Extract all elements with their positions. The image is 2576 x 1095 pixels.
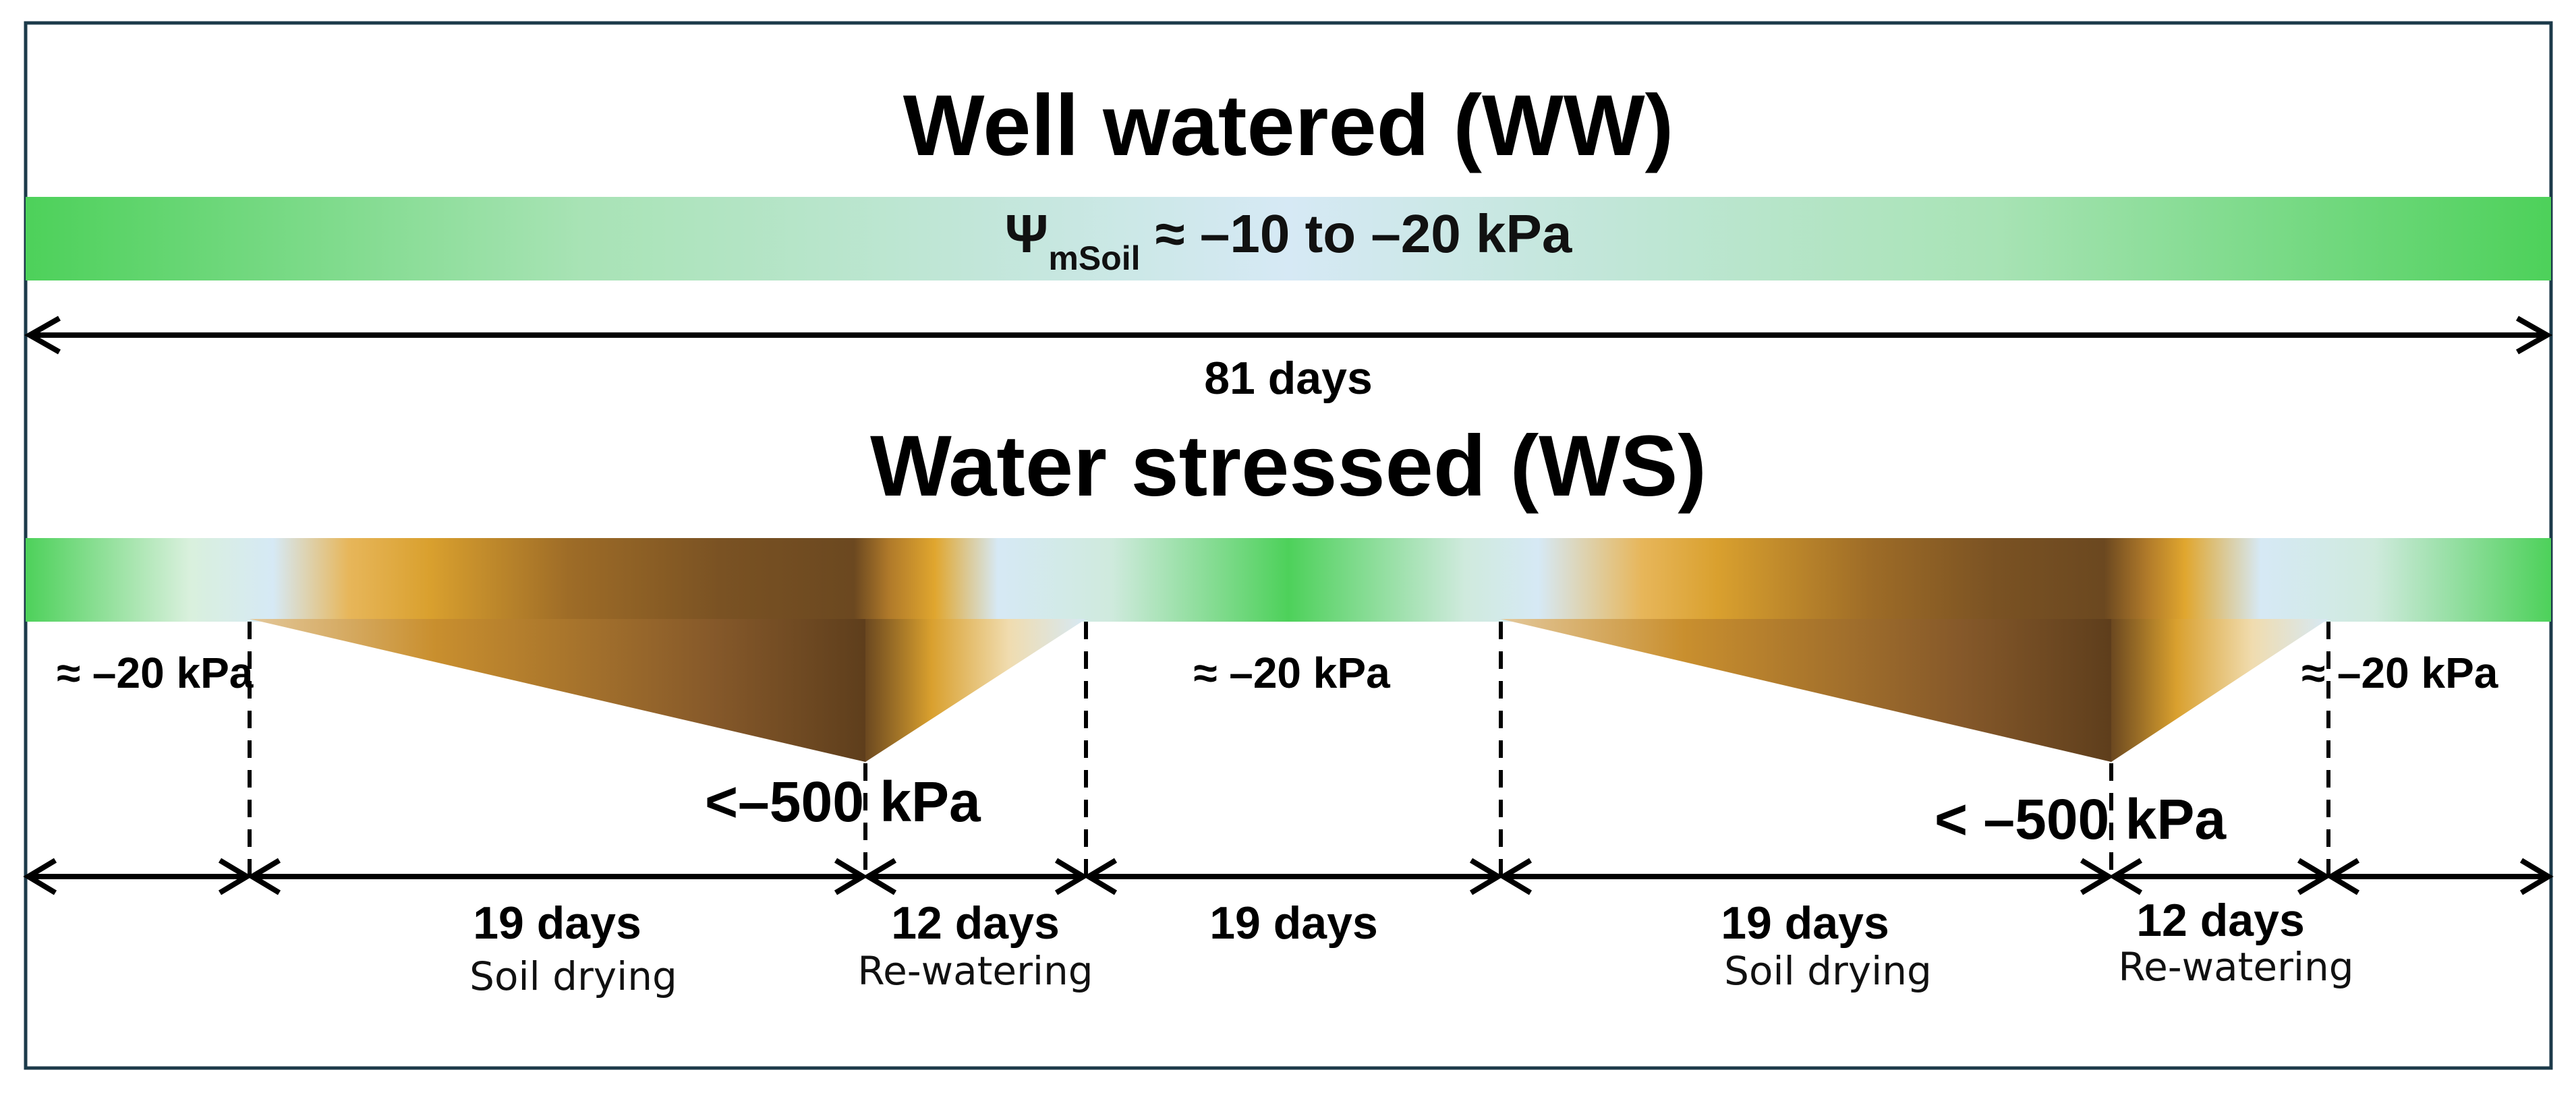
segment-arrow bbox=[2326, 858, 2554, 895]
segment-arrow bbox=[1498, 858, 2114, 895]
ws-start-potential-label: ≈ –20 kPa bbox=[57, 649, 254, 697]
psi-subscript: mSoil bbox=[1048, 239, 1140, 277]
segment-phase-label: Re-watering bbox=[857, 948, 1093, 994]
segment-arrow bbox=[1083, 858, 1504, 895]
segment-phase-label: Soil drying bbox=[1724, 948, 1932, 994]
ws-moisture-bar bbox=[26, 538, 2551, 622]
segment-phase-label: Soil drying bbox=[469, 953, 677, 999]
segment-days-label: 19 days bbox=[473, 897, 641, 949]
soil-drying-wedge-2 bbox=[1501, 619, 2111, 762]
segment-days-label: 12 days bbox=[2136, 895, 2305, 946]
psi-symbol: Ψ bbox=[1005, 204, 1049, 264]
segment-arrow bbox=[247, 858, 868, 895]
ws-min-potential-label-1: <–500 kPa bbox=[705, 770, 981, 833]
segment-arrow bbox=[863, 858, 1089, 895]
ww-duration-label: 81 days bbox=[1204, 353, 1373, 404]
ww-moisture-bar bbox=[26, 197, 2551, 280]
ww-title: Well watered (WW) bbox=[903, 78, 1674, 174]
ww-duration-arrow bbox=[24, 316, 2553, 355]
psi-range: ≈ –10 to –20 kPa bbox=[1141, 204, 1572, 264]
segment-days-label: 19 days bbox=[1721, 897, 1889, 949]
ws-middle-potential-label: ≈ –20 kPa bbox=[1193, 649, 1390, 697]
segment-arrow bbox=[23, 858, 252, 895]
rewatering-wedge-2 bbox=[2111, 619, 2328, 762]
ws-min-potential-label-2: < –500 kPa bbox=[1935, 788, 2227, 851]
segment-days-label: 19 days bbox=[1209, 897, 1378, 949]
ws-title: Water stressed (WS) bbox=[870, 418, 1707, 514]
ws-segment-arrows bbox=[23, 858, 2554, 895]
rewatering-wedge-1 bbox=[865, 619, 1086, 762]
ws-end-potential-label: ≈ –20 kPa bbox=[2301, 649, 2498, 697]
ww-psi-label: ΨmSoil ≈ –10 to –20 kPa bbox=[1005, 204, 1572, 277]
soil-drying-wedge-1 bbox=[250, 619, 865, 762]
segment-days-label: 12 days bbox=[891, 897, 1060, 949]
segment-arrow bbox=[2109, 858, 2331, 895]
segment-phase-label: Re-watering bbox=[2118, 944, 2353, 990]
